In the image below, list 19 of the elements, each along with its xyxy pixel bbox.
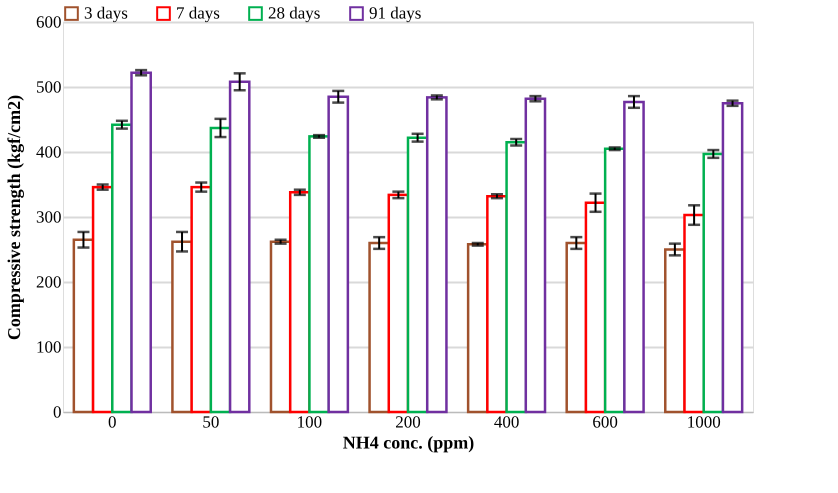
x-tick-label: 200 — [395, 412, 421, 432]
x-tick-label: 400 — [494, 412, 520, 432]
legend-label: 7 days — [176, 4, 220, 23]
y-tick-label: 400 — [36, 142, 62, 162]
x-tick-label: 100 — [296, 412, 322, 432]
x-tick-label: 600 — [592, 412, 618, 432]
y-tick-label: 600 — [36, 12, 62, 32]
y-tick-label: 300 — [36, 208, 62, 226]
x-tick-label: 50 — [202, 412, 220, 432]
x-axis-title: NH4 conc. (ppm) — [342, 432, 474, 452]
legend-label: 28 days — [268, 4, 320, 23]
legend-label: 3 days — [84, 4, 128, 23]
y-tick-label: 200 — [36, 272, 62, 292]
x-tick-label: 1000 — [686, 412, 721, 432]
legend-label: 91 days — [369, 4, 422, 23]
y-tick-label: 100 — [36, 338, 62, 356]
y-axis-title: Compressive strength (kgf/cm2) — [4, 94, 24, 340]
x-tick-label: 0 — [108, 412, 117, 432]
y-tick-label: 500 — [36, 78, 62, 96]
